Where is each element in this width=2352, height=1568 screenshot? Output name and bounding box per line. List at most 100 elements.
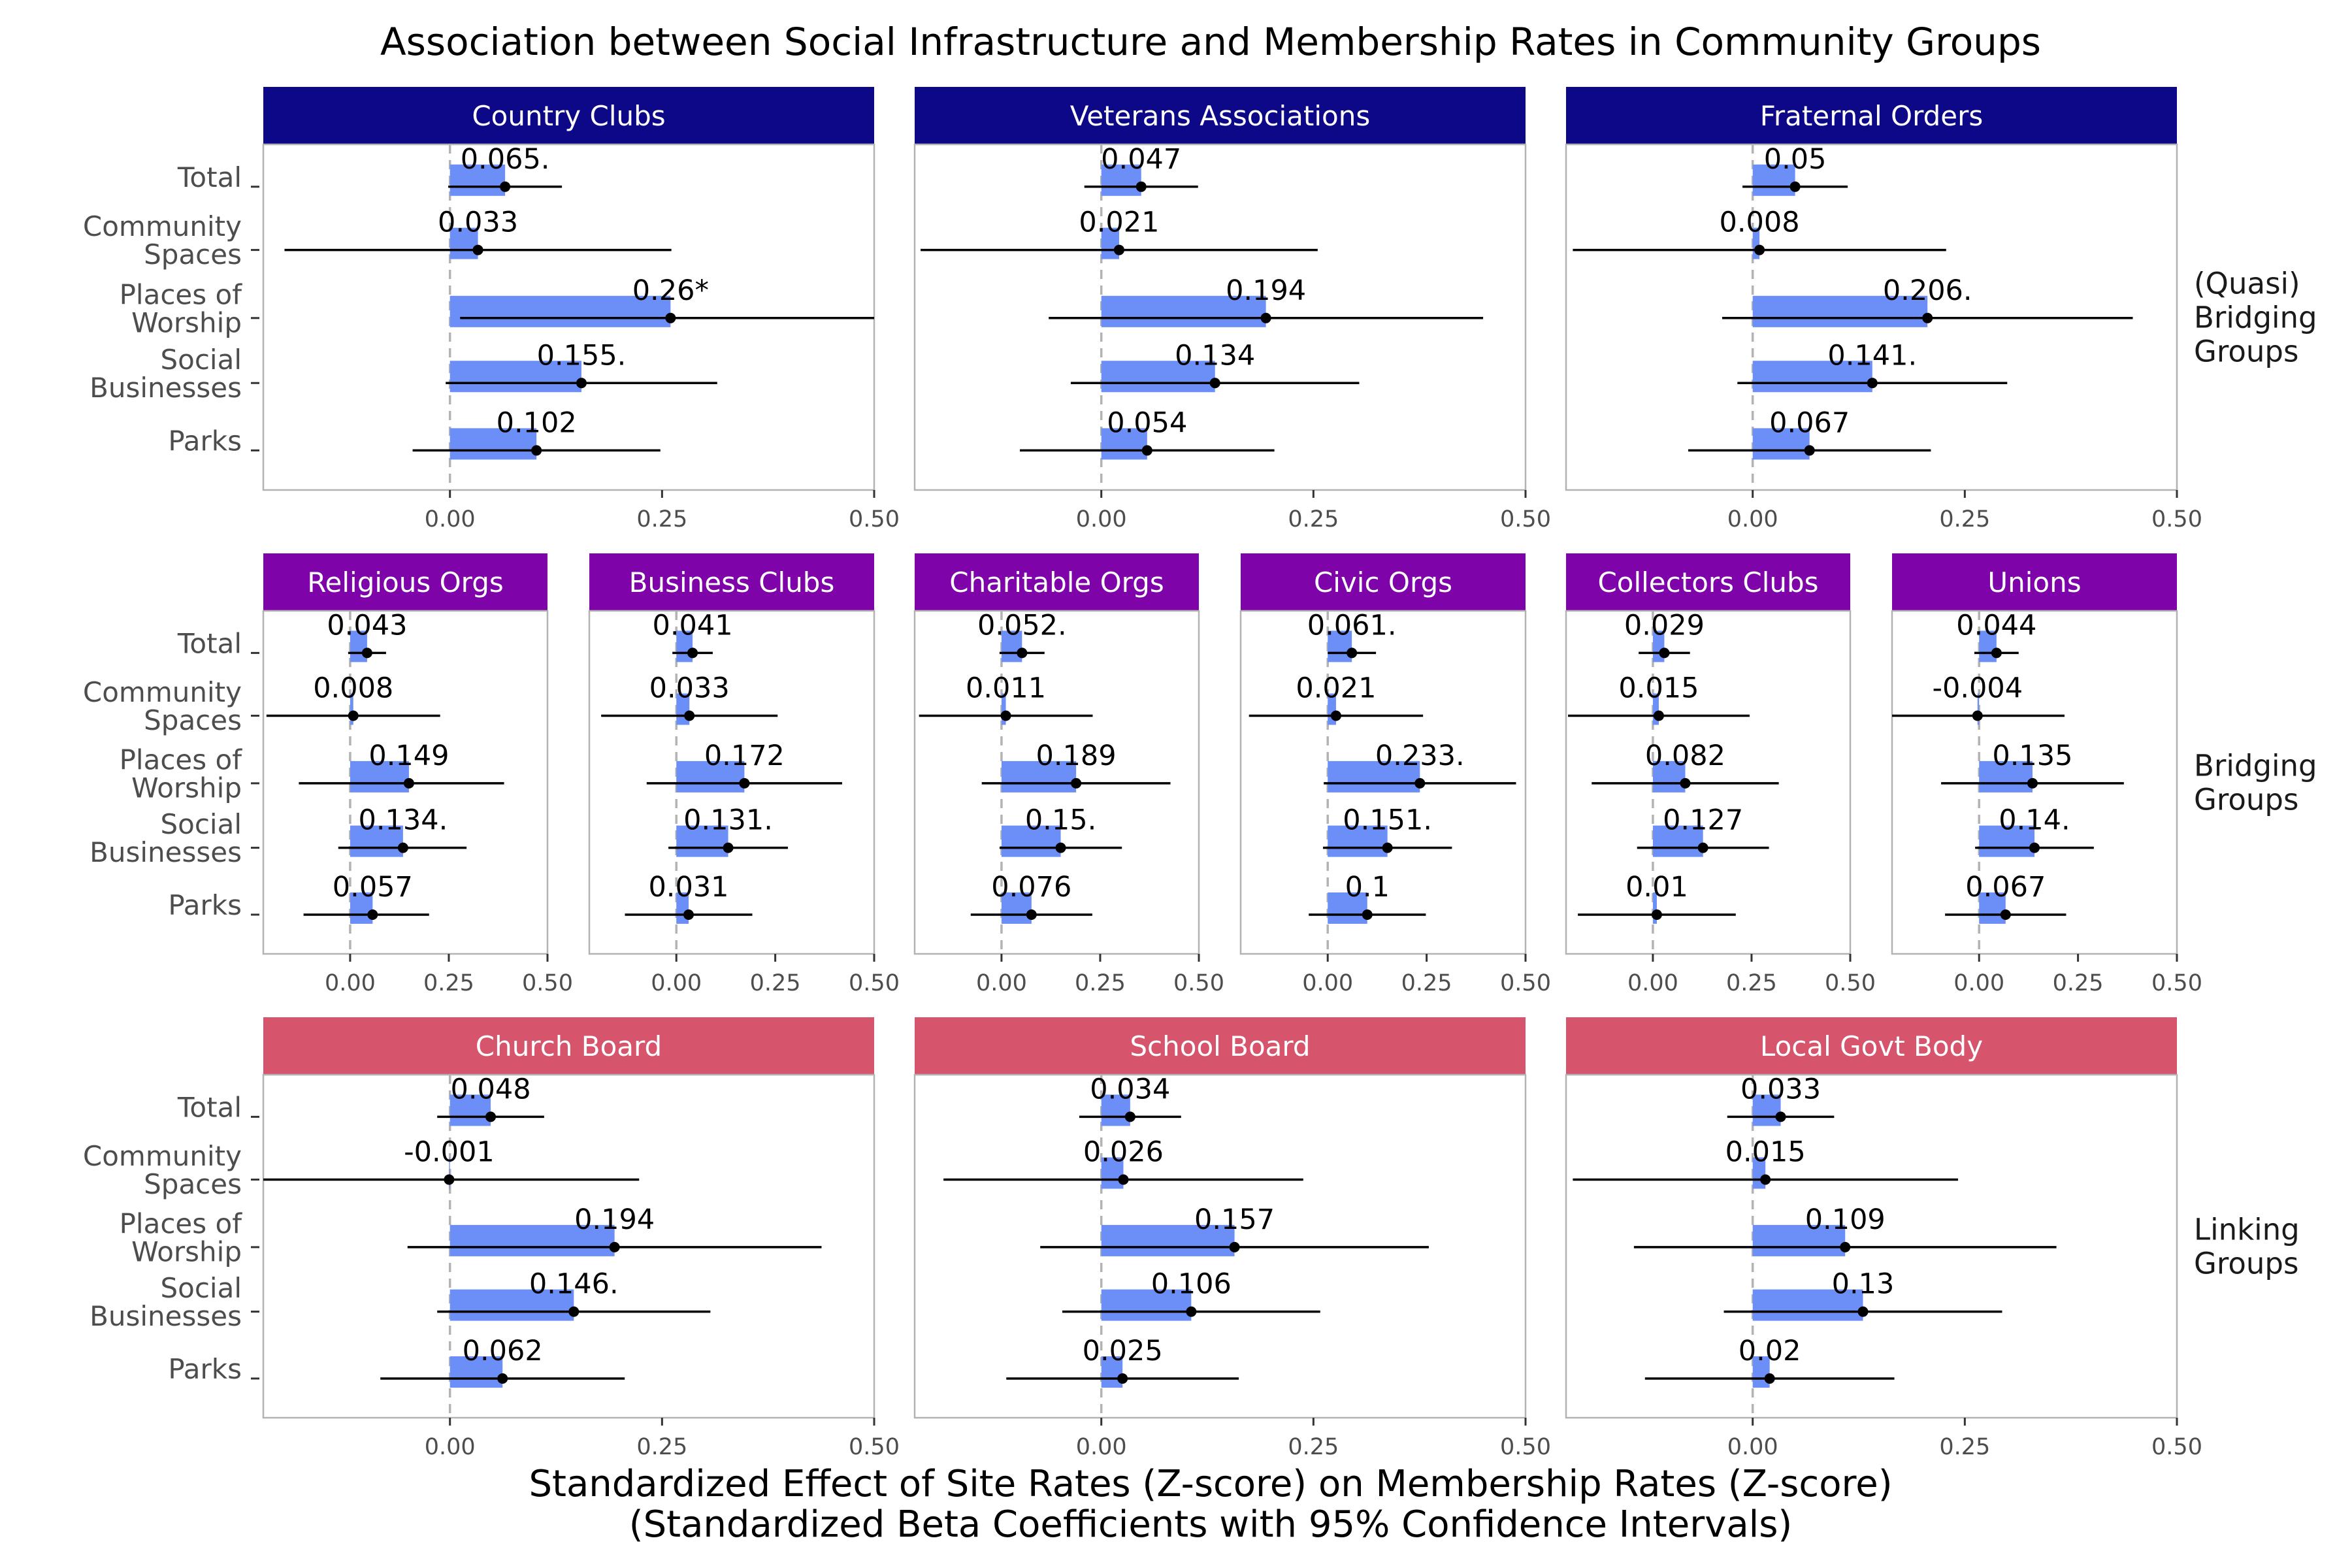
x-tick-label: 0.50	[2151, 1434, 2202, 1460]
value-label: 0.033	[649, 672, 730, 704]
point-estimate	[1680, 777, 1691, 789]
point-estimate	[609, 1241, 620, 1252]
point-estimate	[1113, 244, 1124, 255]
text-line: Spaces	[144, 704, 242, 736]
value-label: 0.067	[1965, 871, 2046, 904]
point-estimate	[723, 842, 734, 853]
coefficient-bar	[1001, 892, 1032, 924]
facet-strip-title: Collectors Clubs	[1597, 566, 1818, 598]
text-line: (Quasi)	[2194, 267, 2300, 301]
point-estimate	[497, 1373, 508, 1384]
point-estimate	[1382, 842, 1393, 853]
text-line: Social	[160, 344, 242, 376]
value-label: 0.041	[652, 609, 732, 642]
text-line: Groups	[2194, 1247, 2298, 1281]
point-estimate	[687, 647, 698, 659]
y-tick-label: Community Spaces	[83, 1140, 242, 1200]
facet-panel: Collectors Clubs 0.029 0.015 0.082 0.127 0.01…	[1565, 553, 1876, 996]
value-label: -0.004	[1932, 672, 2023, 704]
coefficient-bar	[449, 1094, 491, 1126]
facet-strip-title: Veterans Associations	[1070, 100, 1371, 132]
x-tick-label: 0.50	[849, 506, 900, 532]
x-tick-label: 0.00	[1727, 506, 1778, 532]
coefficient-bar	[449, 1224, 615, 1256]
chart-title: Association between Social Infrastructur…	[380, 20, 2041, 64]
coefficient-bar	[1979, 825, 2034, 857]
point-estimate	[683, 909, 694, 920]
facet-panel: Country Clubs 0.065. 0.033 0.26*0.155. 0.102…	[262, 87, 900, 532]
facet-strip	[263, 87, 874, 144]
coefficient-bar	[1001, 825, 1061, 857]
value-label: 0.194	[574, 1203, 655, 1236]
x-tick-label: 0.00	[1076, 506, 1127, 532]
facet-strip-title: Civic Orgs	[1314, 566, 1452, 598]
text-line: Parks	[168, 425, 242, 457]
y-tick-label: Total	[177, 1091, 242, 1123]
text-line: Spaces	[144, 1168, 242, 1200]
point-estimate	[1229, 1241, 1240, 1252]
coefficient-bar	[1101, 1094, 1130, 1126]
coefficient-bar	[1752, 164, 1795, 196]
text-line: Places of	[120, 1207, 243, 1239]
coefficient-bar	[1652, 892, 1657, 924]
x-tick-label: 0.50	[1825, 970, 1876, 996]
text-line: Bridging	[2194, 749, 2317, 783]
x-tick-label: 0.25	[423, 970, 474, 996]
facet-strip-title: Unions	[1987, 566, 2081, 598]
text-line: Community	[83, 676, 242, 708]
y-tick-label: Parks	[168, 425, 242, 457]
value-label: 0.135	[1992, 740, 2072, 772]
value-label: 0.062	[463, 1335, 543, 1367]
value-label: -0.001	[404, 1135, 495, 1168]
value-label: 0.026	[1083, 1135, 1164, 1168]
text-line: Community	[83, 1140, 242, 1172]
panel-border	[1891, 610, 2178, 955]
point-estimate	[1789, 181, 1801, 192]
value-label: 0.008	[313, 672, 393, 704]
row-group-label: Linking Groups	[2194, 1213, 2300, 1281]
value-label: 0.067	[1769, 406, 1850, 439]
coefficient-bar	[449, 295, 671, 327]
coefficient-bar	[1101, 295, 1266, 327]
point-estimate	[1071, 777, 1082, 789]
text-line: Worship	[131, 306, 242, 338]
facet-panel: Church Board 0.048 -0.001 0.194 0.146. 0.062 0…	[262, 1017, 900, 1460]
x-tick-label: 0.50	[2151, 970, 2202, 996]
value-label: 0.082	[1645, 740, 1725, 772]
y-tick-label: Total	[177, 161, 242, 193]
value-label: 0.172	[704, 740, 785, 772]
y-tick-label: Community Spaces	[83, 210, 242, 270]
coefficient-bar	[1328, 892, 1367, 924]
point-estimate	[576, 378, 587, 389]
value-label: 0.043	[327, 609, 407, 642]
facet-strip	[263, 1017, 874, 1075]
text-line: Groups	[2194, 783, 2298, 817]
x-tick-label: 0.00	[1953, 970, 2004, 996]
text-line: Parks	[168, 889, 242, 921]
facet-panel: Fraternal Orders 0.05 0.008 0.206. 0.141. 0.0…	[1565, 87, 2202, 532]
point-estimate	[1414, 777, 1426, 789]
text-line: Places of	[120, 278, 243, 310]
point-estimate	[1026, 909, 1037, 920]
value-label: 0.155.	[537, 339, 627, 372]
facet-strip-title: Country Clubs	[472, 100, 665, 132]
coefficient-bar	[1652, 693, 1659, 725]
value-label: 0.061.	[1307, 609, 1397, 642]
x-tick-label: 0.50	[522, 970, 573, 996]
value-label: 0.033	[438, 206, 518, 239]
facet-panel: Business Clubs 0.041 0.033 0.172 0.131. 0.031…	[588, 553, 900, 996]
value-label: 0.034	[1090, 1073, 1170, 1105]
point-estimate	[348, 710, 359, 721]
value-label: 0.13	[1832, 1268, 1895, 1301]
point-estimate	[1124, 1111, 1135, 1122]
panel-border	[262, 610, 549, 955]
x-tick-label: 0.25	[750, 970, 801, 996]
text-line: Groups	[2194, 335, 2298, 369]
facet-panel: Civic Orgs 0.061. 0.021 0.233. 0.151. 0.1 0.00…	[1239, 553, 1551, 996]
coefficient-bar	[1328, 825, 1388, 857]
coefficient-bar	[1752, 361, 1872, 393]
x-tick-label: 0.25	[2053, 970, 2104, 996]
value-label: 0.052.	[977, 609, 1067, 642]
value-label: 0.029	[1624, 609, 1705, 642]
